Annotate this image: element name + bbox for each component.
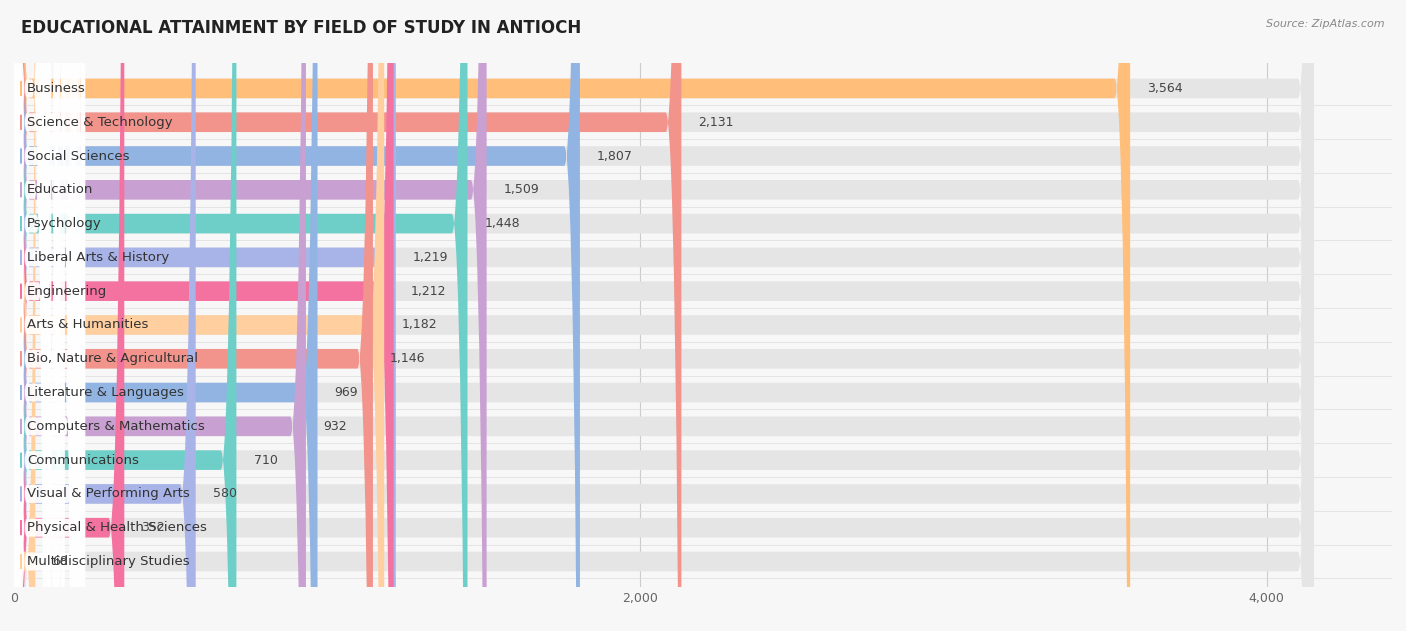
Text: 1,448: 1,448 bbox=[485, 217, 520, 230]
Text: 1,182: 1,182 bbox=[402, 319, 437, 331]
FancyBboxPatch shape bbox=[14, 0, 1313, 631]
Text: Literature & Languages: Literature & Languages bbox=[27, 386, 184, 399]
FancyBboxPatch shape bbox=[14, 0, 1313, 631]
FancyBboxPatch shape bbox=[14, 0, 1313, 631]
Text: 352: 352 bbox=[142, 521, 166, 534]
FancyBboxPatch shape bbox=[14, 0, 1313, 631]
Text: Education: Education bbox=[27, 184, 94, 196]
FancyBboxPatch shape bbox=[14, 0, 79, 631]
FancyBboxPatch shape bbox=[14, 0, 52, 631]
Text: 1,219: 1,219 bbox=[413, 251, 449, 264]
FancyBboxPatch shape bbox=[14, 0, 76, 631]
Text: Visual & Performing Arts: Visual & Performing Arts bbox=[27, 487, 190, 500]
FancyBboxPatch shape bbox=[14, 0, 1313, 631]
Text: Physical & Health Sciences: Physical & Health Sciences bbox=[27, 521, 207, 534]
Text: 1,509: 1,509 bbox=[503, 184, 540, 196]
Text: 580: 580 bbox=[212, 487, 238, 500]
Text: Bio, Nature & Agricultural: Bio, Nature & Agricultural bbox=[27, 352, 198, 365]
FancyBboxPatch shape bbox=[14, 0, 307, 631]
Text: EDUCATIONAL ATTAINMENT BY FIELD OF STUDY IN ANTIOCH: EDUCATIONAL ATTAINMENT BY FIELD OF STUDY… bbox=[21, 19, 581, 37]
FancyBboxPatch shape bbox=[14, 0, 1313, 631]
FancyBboxPatch shape bbox=[14, 0, 682, 631]
FancyBboxPatch shape bbox=[14, 0, 45, 631]
FancyBboxPatch shape bbox=[14, 0, 373, 631]
FancyBboxPatch shape bbox=[14, 0, 35, 631]
FancyBboxPatch shape bbox=[14, 0, 396, 631]
Text: 1,146: 1,146 bbox=[389, 352, 426, 365]
FancyBboxPatch shape bbox=[14, 0, 1313, 631]
Text: 68: 68 bbox=[52, 555, 69, 568]
FancyBboxPatch shape bbox=[14, 0, 46, 631]
FancyBboxPatch shape bbox=[14, 0, 72, 631]
Text: 1,807: 1,807 bbox=[598, 150, 633, 163]
FancyBboxPatch shape bbox=[14, 0, 1313, 631]
Text: Social Sciences: Social Sciences bbox=[27, 150, 129, 163]
FancyBboxPatch shape bbox=[14, 0, 60, 631]
Text: Psychology: Psychology bbox=[27, 217, 103, 230]
Text: Computers & Mathematics: Computers & Mathematics bbox=[27, 420, 205, 433]
FancyBboxPatch shape bbox=[14, 0, 83, 631]
Text: Multidisciplinary Studies: Multidisciplinary Studies bbox=[27, 555, 190, 568]
FancyBboxPatch shape bbox=[14, 0, 1313, 631]
FancyBboxPatch shape bbox=[14, 0, 468, 631]
FancyBboxPatch shape bbox=[14, 0, 394, 631]
Text: 710: 710 bbox=[253, 454, 277, 466]
FancyBboxPatch shape bbox=[14, 0, 318, 631]
Text: Source: ZipAtlas.com: Source: ZipAtlas.com bbox=[1267, 19, 1385, 29]
FancyBboxPatch shape bbox=[14, 0, 86, 631]
FancyBboxPatch shape bbox=[14, 0, 49, 631]
FancyBboxPatch shape bbox=[14, 0, 486, 631]
FancyBboxPatch shape bbox=[14, 0, 1313, 631]
Text: Arts & Humanities: Arts & Humanities bbox=[27, 319, 149, 331]
Text: Communications: Communications bbox=[27, 454, 139, 466]
FancyBboxPatch shape bbox=[14, 0, 1313, 631]
FancyBboxPatch shape bbox=[14, 0, 86, 631]
FancyBboxPatch shape bbox=[14, 0, 76, 631]
Text: Liberal Arts & History: Liberal Arts & History bbox=[27, 251, 170, 264]
FancyBboxPatch shape bbox=[14, 0, 1313, 631]
Text: 1,212: 1,212 bbox=[411, 285, 446, 298]
Text: 969: 969 bbox=[335, 386, 359, 399]
FancyBboxPatch shape bbox=[14, 0, 80, 631]
Text: Engineering: Engineering bbox=[27, 285, 107, 298]
FancyBboxPatch shape bbox=[14, 0, 1313, 631]
Text: 2,131: 2,131 bbox=[699, 115, 734, 129]
Text: 932: 932 bbox=[323, 420, 347, 433]
FancyBboxPatch shape bbox=[14, 0, 579, 631]
FancyBboxPatch shape bbox=[14, 0, 124, 631]
FancyBboxPatch shape bbox=[14, 0, 384, 631]
FancyBboxPatch shape bbox=[14, 0, 1313, 631]
FancyBboxPatch shape bbox=[14, 0, 1313, 631]
FancyBboxPatch shape bbox=[14, 0, 236, 631]
Text: Business: Business bbox=[27, 82, 86, 95]
Text: Science & Technology: Science & Technology bbox=[27, 115, 173, 129]
FancyBboxPatch shape bbox=[14, 0, 58, 631]
FancyBboxPatch shape bbox=[14, 0, 65, 631]
Text: 3,564: 3,564 bbox=[1147, 82, 1182, 95]
FancyBboxPatch shape bbox=[14, 0, 1130, 631]
FancyBboxPatch shape bbox=[14, 0, 195, 631]
